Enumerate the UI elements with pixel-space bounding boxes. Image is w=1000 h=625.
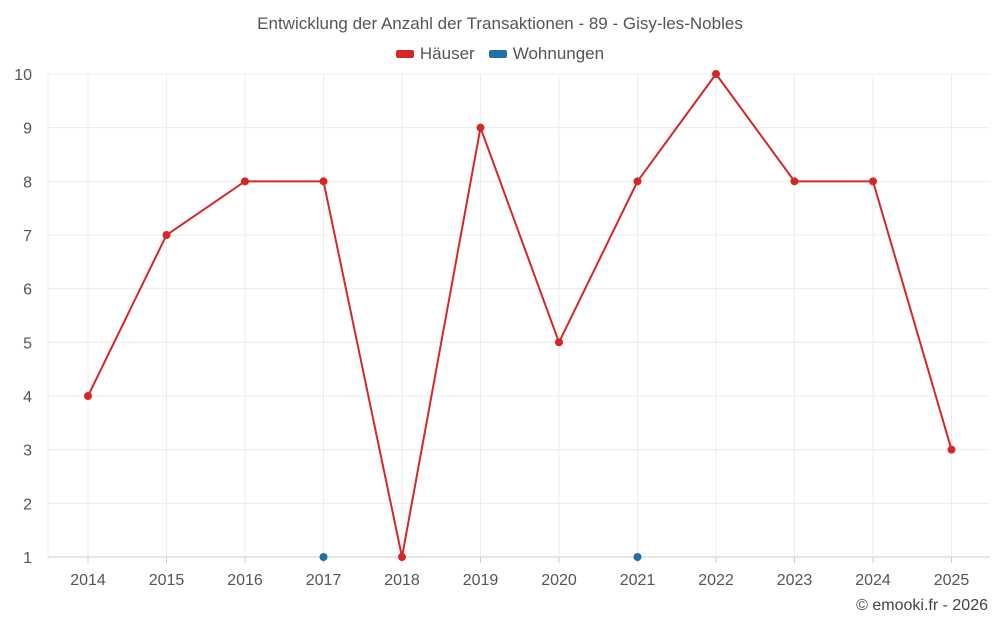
y-tick-label: 6 xyxy=(23,282,32,299)
data-point-0-10 xyxy=(869,177,877,186)
data-point-0-1 xyxy=(162,231,171,239)
y-tick-label: 4 xyxy=(23,389,32,406)
x-tick-label: 2021 xyxy=(620,572,656,589)
y-tick-label: 2 xyxy=(23,496,32,513)
x-tick-label: 2020 xyxy=(541,572,577,589)
data-point-0-8 xyxy=(712,70,720,78)
credit-text: © emooki.fr - 2026 xyxy=(856,597,988,614)
chart-legend: Häuser Wohnungen xyxy=(0,44,1000,64)
data-point-0-2 xyxy=(241,177,249,186)
x-tick-label: 2014 xyxy=(70,572,106,589)
series-line-0 xyxy=(87,72,953,558)
x-tick-label: 2022 xyxy=(698,572,734,589)
x-tick-label: 2025 xyxy=(934,572,970,589)
y-tick-label: 3 xyxy=(23,443,32,460)
legend-item-wohnungen[interactable]: Wohnungen xyxy=(488,44,605,64)
data-point-0-5 xyxy=(476,123,485,132)
legend-label-haeuser: Häuser xyxy=(419,44,475,63)
legend-swatch-wohnungen xyxy=(488,50,507,58)
data-point-0-6 xyxy=(555,338,563,347)
y-tick-label: 5 xyxy=(23,335,32,352)
legend-swatch-haeuser xyxy=(395,50,414,58)
data-point-0-9 xyxy=(790,177,799,186)
data-point-0-11 xyxy=(947,445,956,454)
y-tick-label: 7 xyxy=(23,228,32,245)
data-point-1-3 xyxy=(319,553,328,561)
y-tick-label: 10 xyxy=(14,67,32,84)
data-point-0-7 xyxy=(633,177,642,186)
x-tick-label: 2016 xyxy=(227,572,263,589)
data-point-0-3 xyxy=(319,177,328,186)
data-point-1-7 xyxy=(633,553,642,561)
x-tick-label: 2024 xyxy=(855,572,891,589)
x-tick-label: 2018 xyxy=(384,572,420,589)
x-tick-label: 2015 xyxy=(149,572,185,589)
x-tick-label: 2017 xyxy=(306,572,342,589)
x-tick-label: 2023 xyxy=(777,572,813,589)
chart-title: Entwicklung der Anzahl der Transaktionen… xyxy=(257,14,743,33)
x-tick-label: 2019 xyxy=(463,572,499,589)
data-point-0-0 xyxy=(84,392,92,400)
y-tick-label: 8 xyxy=(23,174,32,191)
legend-label-wohnungen: Wohnungen xyxy=(512,44,605,63)
legend-item-haeuser[interactable]: Häuser xyxy=(395,44,475,64)
y-tick-label: 9 xyxy=(23,121,32,138)
data-point-0-4 xyxy=(398,553,406,561)
y-tick-label: 1 xyxy=(23,550,32,567)
